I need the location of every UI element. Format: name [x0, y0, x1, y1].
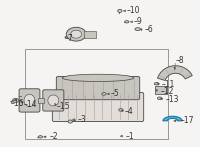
- Ellipse shape: [102, 93, 106, 95]
- Ellipse shape: [71, 30, 82, 38]
- Ellipse shape: [48, 95, 59, 106]
- Text: –2: –2: [50, 132, 59, 141]
- Ellipse shape: [125, 21, 129, 23]
- Ellipse shape: [68, 120, 72, 123]
- Ellipse shape: [62, 74, 134, 81]
- Text: –10: –10: [126, 6, 140, 15]
- Text: –9: –9: [133, 17, 142, 26]
- Text: –7: –7: [65, 34, 74, 43]
- Text: –15: –15: [57, 102, 70, 111]
- FancyBboxPatch shape: [52, 92, 144, 122]
- Text: –17: –17: [181, 116, 194, 125]
- Bar: [38, 97, 44, 103]
- Text: –13: –13: [165, 95, 179, 104]
- Text: –4: –4: [124, 107, 133, 116]
- Bar: [25, 49, 168, 139]
- Text: –3: –3: [78, 115, 87, 124]
- Ellipse shape: [66, 27, 86, 41]
- Ellipse shape: [157, 97, 162, 100]
- Polygon shape: [163, 116, 182, 121]
- Text: –16: –16: [11, 99, 24, 108]
- Text: –11: –11: [161, 80, 175, 89]
- Ellipse shape: [24, 94, 35, 107]
- FancyBboxPatch shape: [43, 90, 64, 111]
- Ellipse shape: [118, 9, 122, 12]
- Text: –14: –14: [23, 100, 37, 109]
- Bar: [155, 86, 167, 94]
- Ellipse shape: [38, 136, 43, 138]
- Ellipse shape: [135, 28, 141, 31]
- Text: –6: –6: [144, 25, 153, 34]
- Ellipse shape: [119, 109, 123, 111]
- Text: –8: –8: [176, 56, 185, 65]
- Text: –1: –1: [125, 132, 134, 141]
- Text: –12: –12: [160, 87, 174, 96]
- Ellipse shape: [154, 82, 159, 85]
- Polygon shape: [158, 66, 192, 80]
- Bar: [84, 31, 96, 38]
- Ellipse shape: [13, 98, 19, 103]
- FancyBboxPatch shape: [56, 76, 140, 100]
- Text: –5: –5: [111, 89, 119, 98]
- FancyBboxPatch shape: [19, 89, 40, 112]
